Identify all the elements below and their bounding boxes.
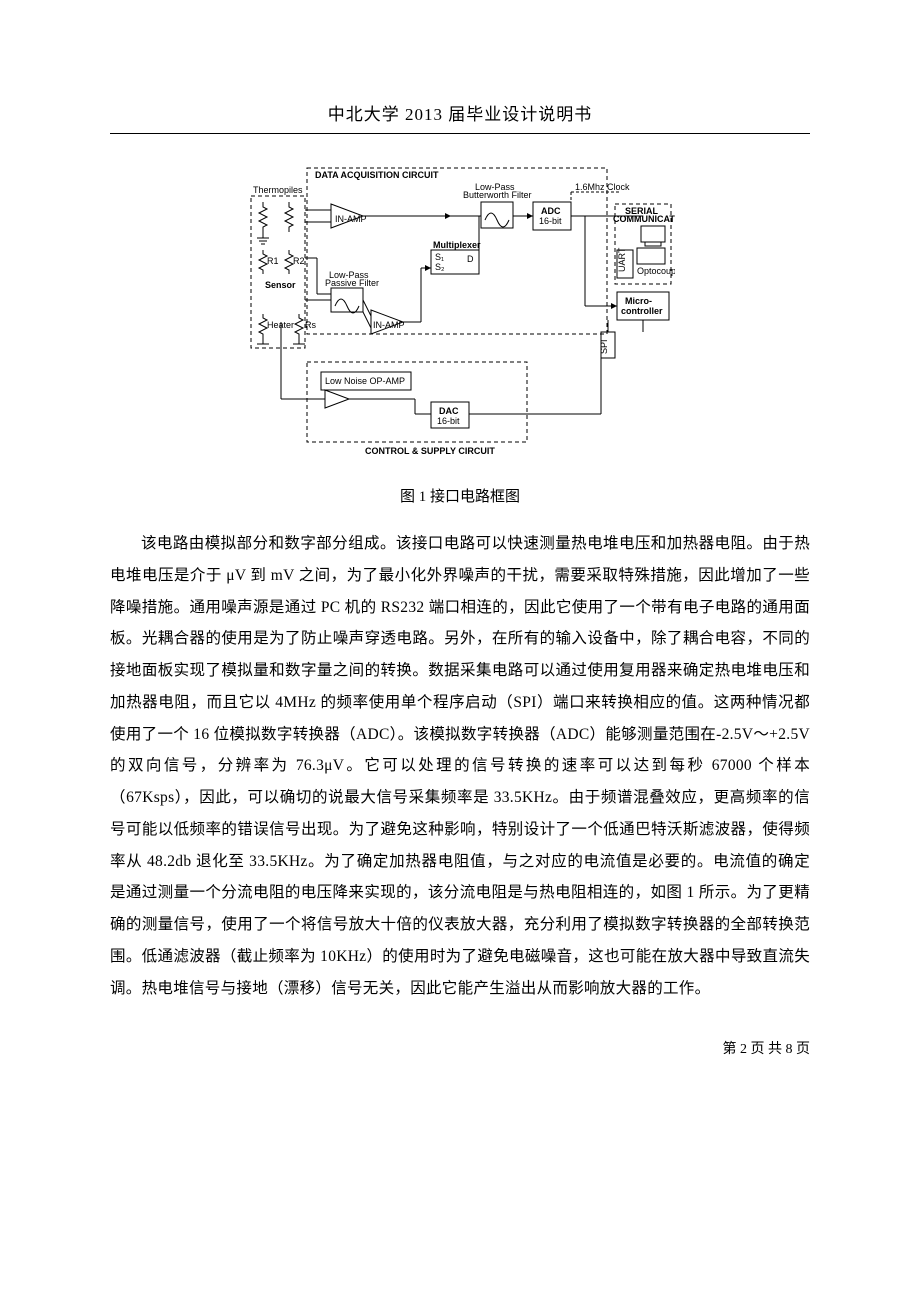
figure-1-caption: 图 1 接口电路框图 bbox=[110, 485, 810, 506]
opamp-label: Low Noise OP-AMP bbox=[325, 376, 405, 386]
uart-label: UART bbox=[617, 247, 627, 272]
ctrl-title-label: CONTROL & SUPPLY CIRCUIT bbox=[365, 446, 495, 456]
inamp1-label: IN-AMP bbox=[335, 214, 367, 224]
page-footer: 第 2 页 共 8 页 bbox=[110, 1038, 810, 1058]
dac-label1: DAC bbox=[439, 406, 459, 416]
spi-label: SPI bbox=[599, 339, 609, 354]
mux-label: Multiplexer bbox=[433, 240, 481, 250]
page-title: 中北大学 2013 届毕业设计说明书 bbox=[110, 100, 810, 125]
block-diagram-svg: DATA ACQUISITION CIRCUIT Thermopiles R1 … bbox=[245, 162, 675, 462]
thermopiles-label: Thermopiles bbox=[253, 185, 303, 195]
lp-butter-2: Butterworth Filter bbox=[463, 190, 532, 200]
r1-label: R1 bbox=[267, 256, 279, 266]
dac-label2: 16-bit bbox=[437, 416, 460, 426]
d-label: D bbox=[467, 254, 474, 264]
lp-passive-label2: Passive Filter bbox=[325, 278, 379, 288]
adc-label2: 16-bit bbox=[539, 216, 562, 226]
figure-1-diagram: DATA ACQUISITION CIRCUIT Thermopiles R1 … bbox=[110, 162, 810, 467]
header-rule bbox=[110, 133, 810, 134]
clock-label: 1.6Mhz Clock bbox=[575, 182, 630, 192]
body-paragraph: 该电路由模拟部分和数字部分组成。该接口电路可以快速测量热电堆电压和加热器电阻。由… bbox=[110, 528, 810, 1004]
inamp2-label: IN-AMP bbox=[373, 320, 405, 330]
s1-label: S₁ bbox=[435, 252, 444, 262]
s2-label: S₂ bbox=[435, 262, 445, 272]
daq-title-label: DATA ACQUISITION CIRCUIT bbox=[315, 170, 439, 180]
opto-label: Optocoupler bbox=[637, 266, 675, 276]
page: 中北大学 2013 届毕业设计说明书 DATA ACQUISITION CIRC… bbox=[0, 0, 920, 1118]
sensor-label: Sensor bbox=[265, 280, 296, 290]
micro-label2: controller bbox=[621, 306, 663, 316]
rs-label: Rs bbox=[305, 320, 316, 330]
micro-label1: Micro- bbox=[625, 296, 652, 306]
adc-label1: ADC bbox=[541, 206, 561, 216]
r2-label: R2 bbox=[293, 256, 305, 266]
